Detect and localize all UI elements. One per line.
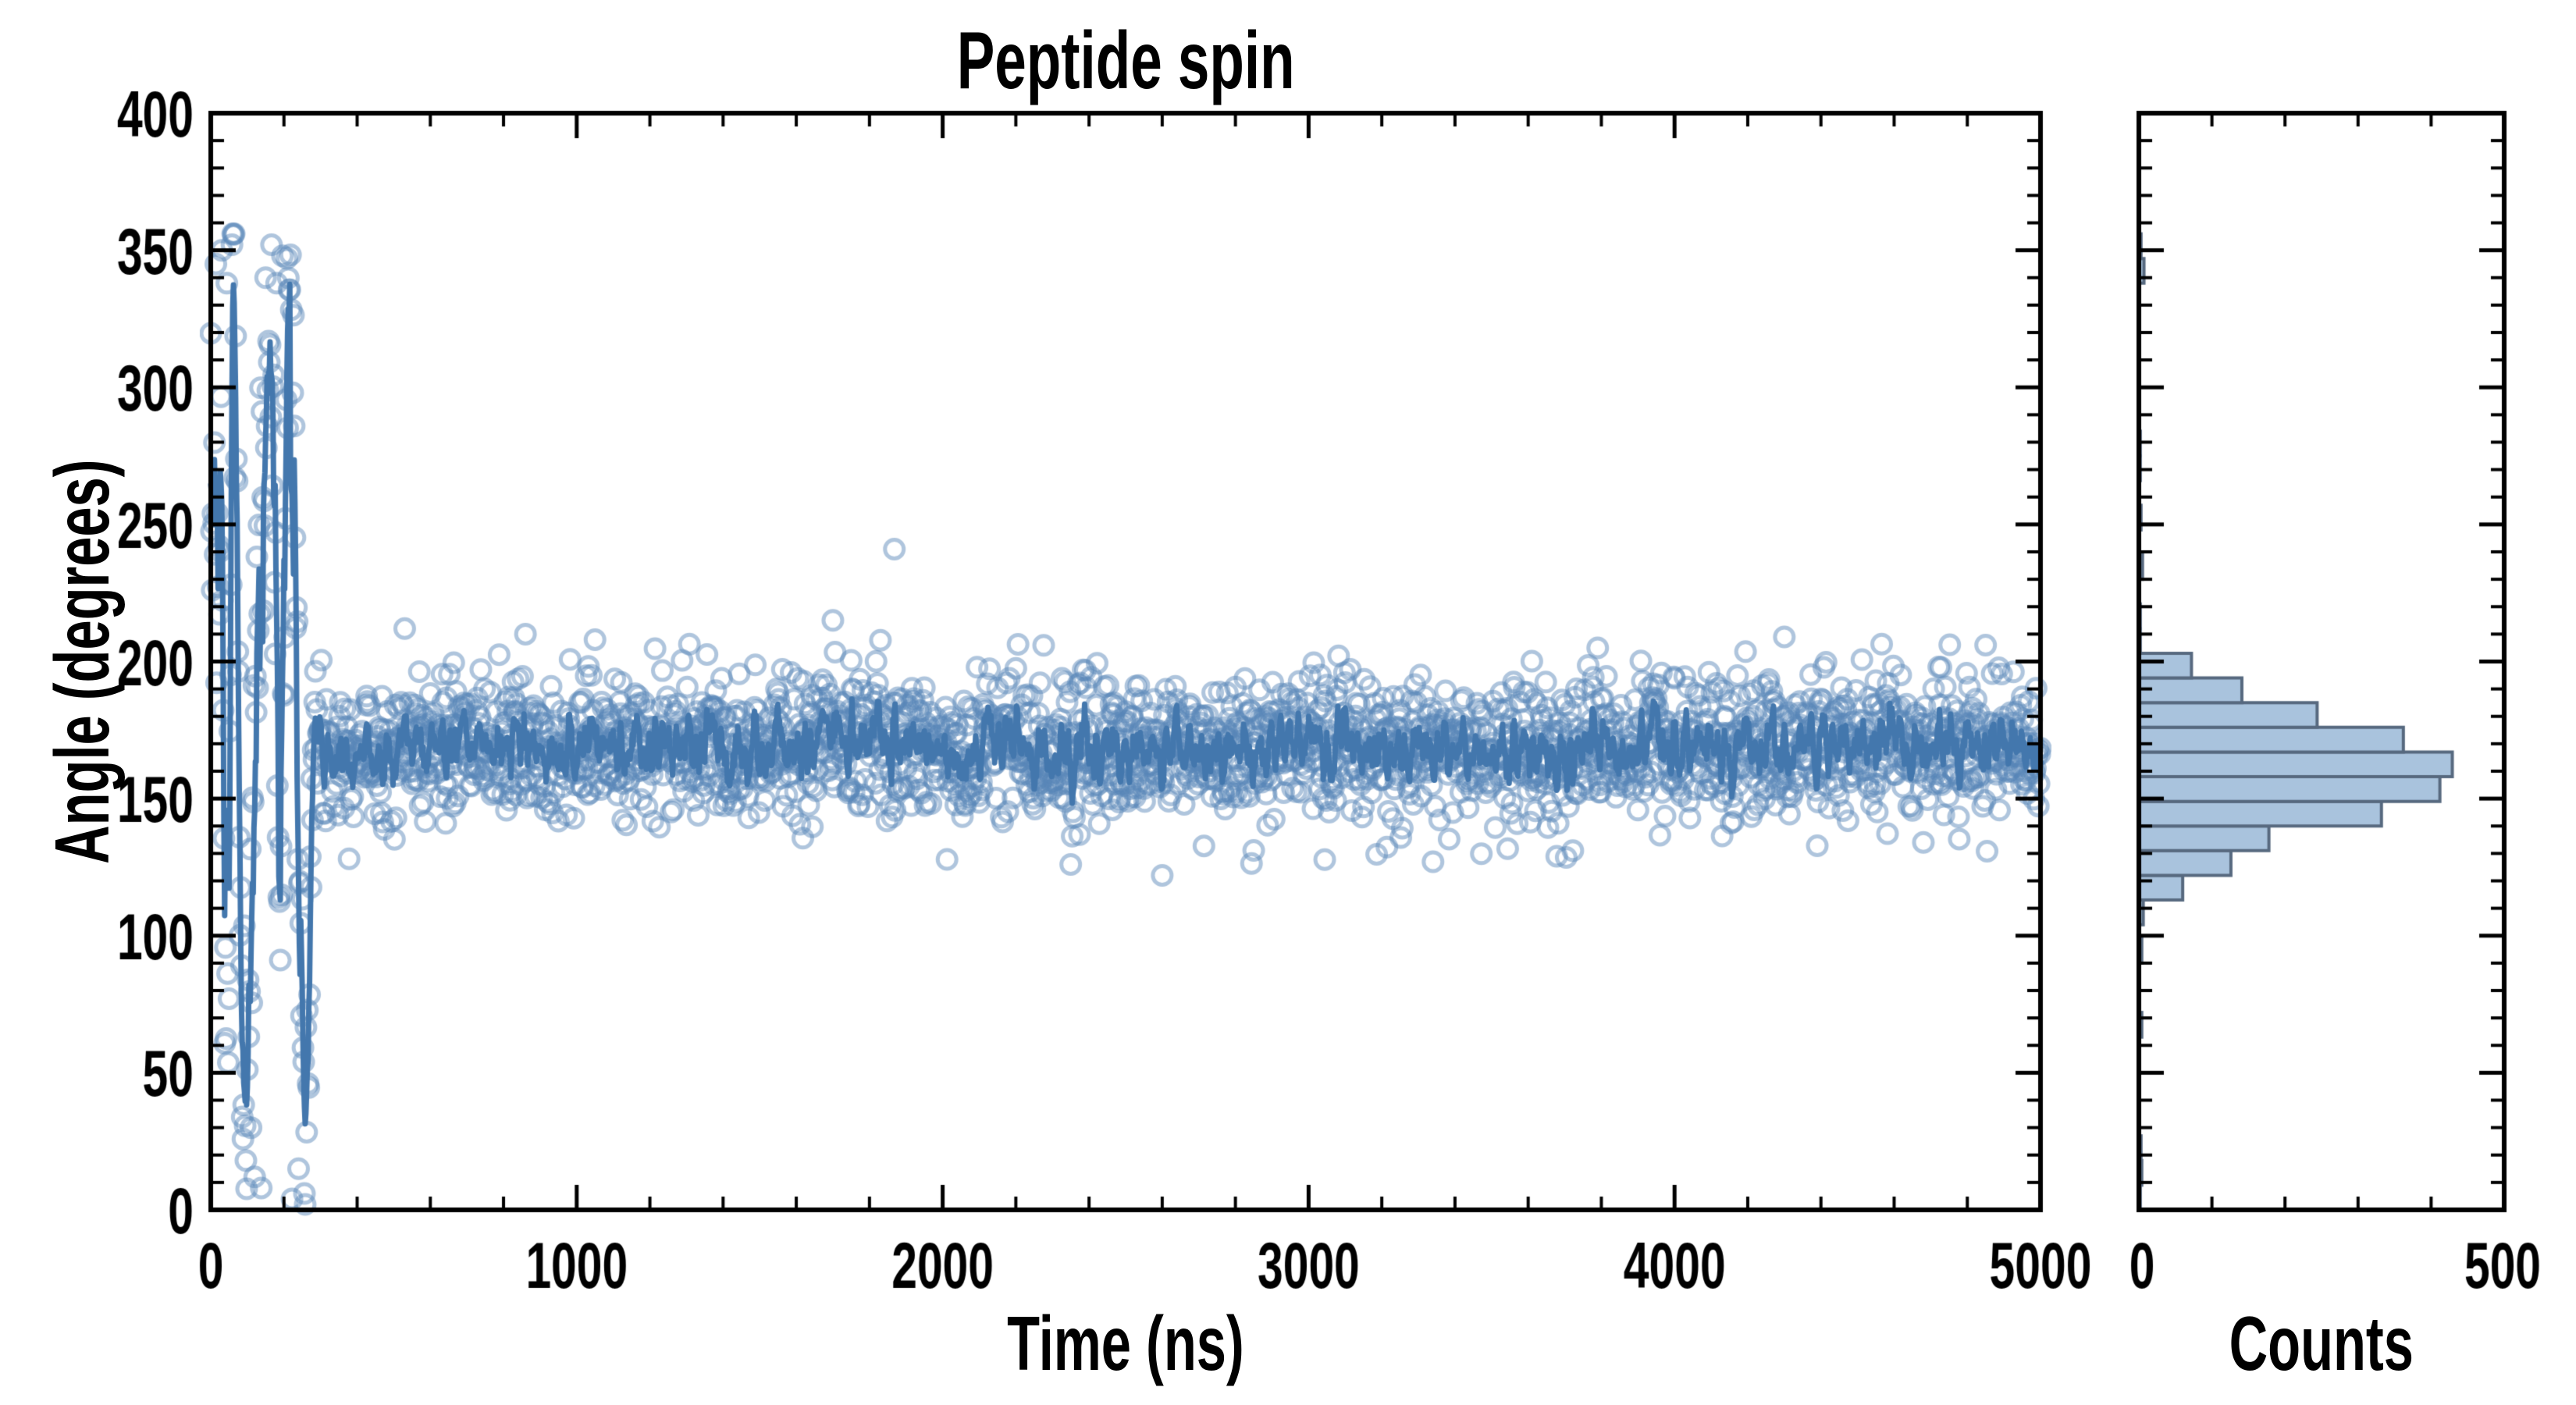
x-axis-label-text: Time (ns) <box>1007 1300 1244 1386</box>
chart-title: Peptide spin <box>211 20 2041 101</box>
y-axis-label: Angle (degrees) <box>39 291 125 1033</box>
chart-title-text: Peptide spin <box>956 16 1295 106</box>
x-axis-label: Time (ns) <box>211 1305 2041 1382</box>
hist-x-axis-label: Counts <box>2108 1305 2535 1382</box>
hist-x-axis-label-text: Counts <box>2229 1300 2414 1386</box>
y-axis-label-text: Angle (degrees) <box>39 459 125 865</box>
